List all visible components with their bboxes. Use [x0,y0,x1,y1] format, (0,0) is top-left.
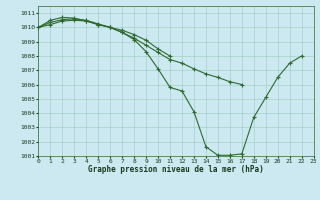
X-axis label: Graphe pression niveau de la mer (hPa): Graphe pression niveau de la mer (hPa) [88,165,264,174]
